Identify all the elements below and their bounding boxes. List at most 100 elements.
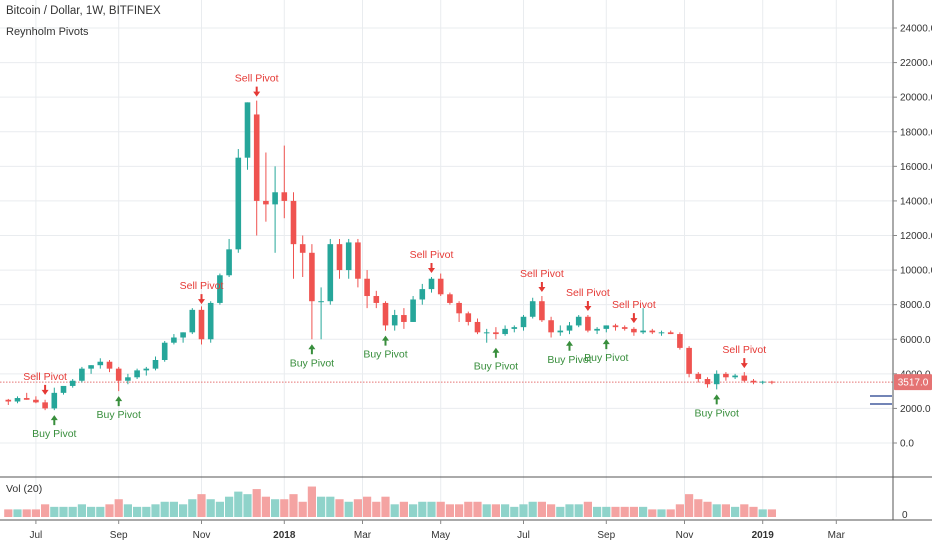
last-price-badge — [894, 374, 932, 391]
candle-body — [336, 244, 343, 271]
volume-bar — [197, 494, 206, 517]
volume-bar — [501, 504, 510, 517]
buy-pivot-label: Buy Pivot — [32, 428, 76, 440]
time-tick-label: Nov — [676, 530, 694, 541]
sell-pivot-label: Sell Pivot — [612, 299, 656, 311]
volume-bar — [123, 504, 132, 517]
volume-bars — [4, 486, 776, 517]
candle-body — [235, 157, 242, 250]
sell-pivot-arrow — [253, 86, 261, 97]
candle-body — [106, 361, 113, 369]
candle-body — [548, 320, 554, 333]
candle-body — [667, 332, 674, 335]
volume-bar — [740, 504, 749, 517]
volume-bar — [749, 506, 758, 517]
volume-bar — [96, 506, 105, 517]
time-tick-label: Sep — [110, 530, 128, 541]
price-tick-label: 8000.0 — [900, 300, 931, 311]
volume-bar — [685, 494, 694, 517]
candle-body — [511, 327, 518, 329]
price-tick-label: 18000.0 — [900, 127, 932, 138]
sell-pivot-label: Sell Pivot — [566, 287, 610, 299]
candle-body — [5, 399, 12, 402]
volume-bar — [602, 506, 611, 517]
volume-bar — [68, 506, 77, 517]
volume-bar — [556, 506, 565, 517]
candle-body — [134, 370, 140, 378]
candle-body — [115, 368, 122, 381]
candle-body — [97, 361, 104, 366]
volume-bar — [50, 506, 59, 517]
volume-bar — [537, 501, 546, 517]
candle-body — [713, 373, 720, 385]
candle-body — [658, 332, 665, 334]
volume-bar — [252, 489, 261, 517]
volume-bar — [574, 504, 583, 517]
volume-bar — [298, 501, 307, 517]
candle-body — [290, 200, 297, 245]
volume-bar — [289, 494, 298, 517]
volume-bar — [767, 509, 776, 517]
volume-label: Vol (20) — [6, 483, 43, 495]
price-tick-label: 12000.0 — [900, 231, 932, 242]
time-tick-label: 2018 — [273, 530, 296, 541]
volume-tick-label: 0 — [902, 510, 908, 521]
volume-bar — [372, 501, 381, 517]
sell-pivot-label: Sell Pivot — [235, 73, 279, 85]
candle-body — [769, 381, 775, 383]
candle-body — [603, 325, 610, 329]
candle-body — [207, 302, 214, 340]
volume-bar — [399, 501, 408, 517]
volume-bar — [261, 496, 270, 517]
volume-bar — [31, 509, 40, 517]
candle-body — [704, 379, 711, 385]
price-tick-label: 0.0 — [900, 439, 914, 450]
time-tick-label: Sep — [597, 530, 615, 541]
volume-bar — [648, 509, 657, 517]
candle-body — [428, 278, 435, 290]
buy-pivot-label: Buy Pivot — [363, 349, 407, 361]
volume-bar — [593, 506, 602, 517]
candle-body — [557, 330, 564, 333]
candle-body — [585, 316, 591, 331]
candle-body — [437, 278, 444, 295]
candle-body — [364, 278, 370, 297]
candle-body — [465, 313, 472, 322]
sell-pivot-label: Sell Pivot — [410, 249, 454, 261]
volume-bar — [445, 504, 454, 517]
price-axis[interactable]: 0.02000.04000.06000.08000.010000.012000.… — [893, 24, 932, 522]
candle-body — [741, 375, 748, 381]
volume-bar — [418, 501, 427, 517]
candle-body — [382, 302, 389, 326]
candle-body — [677, 334, 683, 348]
time-tick-label: Mar — [354, 530, 372, 541]
candle-body — [566, 325, 573, 331]
volume-bar — [59, 506, 68, 517]
volume-bar — [758, 509, 767, 517]
candle-body — [474, 321, 481, 333]
buy-pivot-arrow — [602, 339, 610, 350]
candle-body — [391, 315, 398, 326]
price-tick-label: 10000.0 — [900, 266, 932, 277]
price-tick-label: 6000.0 — [900, 335, 931, 346]
time-axis[interactable]: Jul Sep Nov 2018 Mar May Jul Sep Nov 2019 Mar — [30, 520, 846, 541]
volume-bar — [326, 496, 335, 517]
volume-bar — [639, 506, 648, 517]
buy-pivot-arrow — [566, 340, 573, 351]
volume-bar — [142, 506, 151, 517]
volume-bar — [482, 504, 491, 517]
candle-body — [456, 302, 462, 314]
candle-body — [493, 332, 499, 335]
sell-pivot-label: Sell Pivot — [180, 280, 224, 292]
candle-body — [539, 301, 545, 321]
candle-body — [272, 192, 278, 205]
candle-body — [759, 381, 766, 383]
candle-body — [447, 294, 453, 303]
volume-bar — [4, 509, 13, 517]
volume-bar — [317, 496, 326, 517]
volume-bar — [307, 486, 316, 517]
price-tick-label: 22000.0 — [900, 58, 932, 69]
volume-bar — [611, 506, 620, 517]
